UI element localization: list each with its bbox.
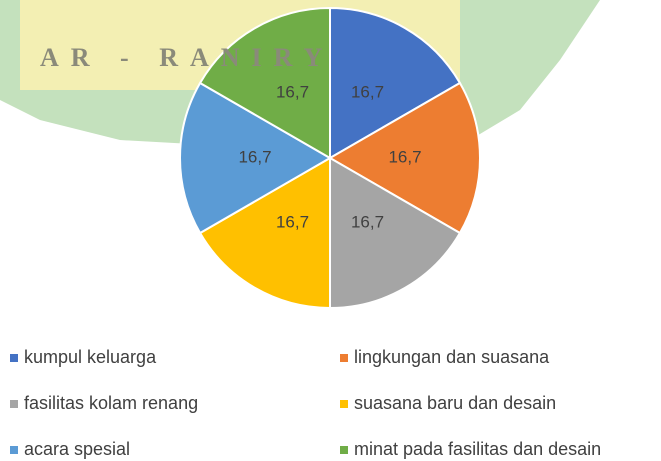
legend-label: minat pada fasilitas dan desain — [354, 439, 601, 459]
legend-label: suasana baru dan desain — [354, 393, 556, 413]
legend-label: acara spesial — [24, 439, 130, 459]
legend-swatch — [340, 446, 348, 454]
legend-swatch — [10, 446, 18, 454]
legend-swatch — [10, 400, 18, 408]
data-label: 16,7 — [276, 212, 309, 231]
legend-swatch — [340, 400, 348, 408]
pie-slice — [179, 81, 333, 235]
data-label: 16,7 — [276, 83, 309, 102]
data-label: 16,7 — [351, 212, 384, 231]
pie-slice — [198, 6, 331, 160]
legend-label: fasilitas kolam renang — [24, 393, 198, 413]
data-label: 16,7 — [238, 147, 271, 166]
labels: 16,7 16,7 16,7 16,7 16,7 16,7 — [238, 83, 421, 232]
pie-slice — [329, 6, 462, 160]
pie — [179, 6, 481, 310]
legend-label: lingkungan dan suasana — [354, 347, 550, 367]
pie-slice — [329, 156, 462, 310]
legend-swatch — [340, 354, 348, 362]
legend-swatch — [10, 354, 18, 362]
legend: kumpul keluarga lingkungan dan suasana fas… — [10, 347, 601, 459]
legend-label: kumpul keluarga — [24, 347, 157, 367]
pie-slice — [198, 156, 331, 310]
data-label: 16,7 — [388, 147, 421, 166]
data-label: 16,7 — [351, 83, 384, 102]
watermark-text: AR - RANIRY — [40, 43, 334, 72]
pie-slice — [327, 81, 481, 235]
